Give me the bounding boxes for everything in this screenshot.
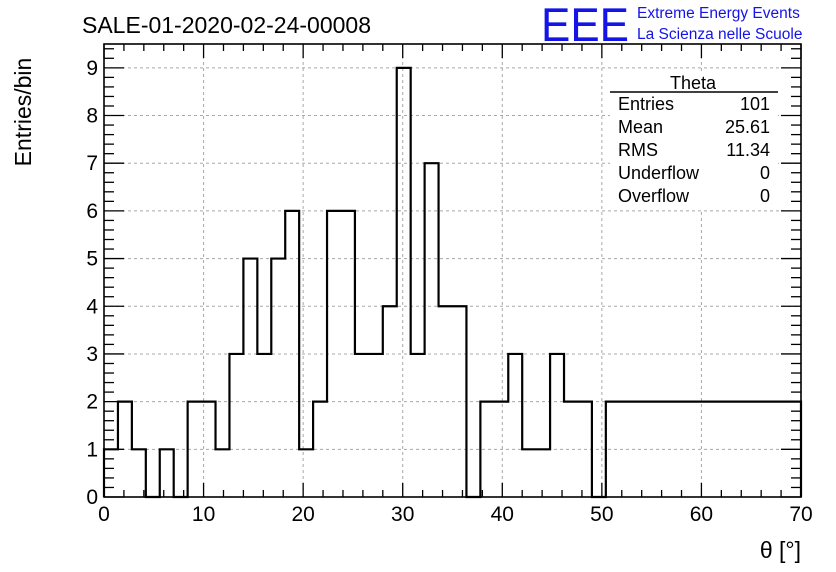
y-tick-label: 8	[86, 105, 98, 128]
histogram-bin	[132, 449, 146, 497]
stats-rms-label: RMS	[618, 140, 658, 160]
stats-underflow-label: Underflow	[618, 163, 700, 183]
y-tick-label: 0	[86, 486, 98, 509]
x-tick-label: 30	[391, 503, 414, 526]
stats-mean-value: 25.61	[725, 117, 770, 137]
histogram-bin	[257, 354, 271, 497]
y-tick-label: 4	[86, 295, 98, 318]
x-tick-label: 40	[491, 503, 514, 526]
histogram-bin	[216, 449, 230, 497]
stats-rms-value: 11.34	[726, 140, 770, 160]
x-tick-label: 70	[789, 503, 812, 526]
stats-entries-label: Entries	[618, 94, 674, 114]
x-tick-label: 20	[291, 503, 314, 526]
histogram-bin	[229, 354, 243, 497]
axis-ticks	[103, 44, 802, 498]
histogram-bin	[425, 163, 439, 497]
stats-box-background	[610, 72, 778, 210]
y-tick-label: 6	[86, 200, 98, 223]
histogram-bin	[369, 354, 383, 497]
x-tick-label: 60	[690, 503, 713, 526]
stats-entries-value: 101	[740, 94, 770, 114]
y-tick-label: 1	[86, 438, 98, 461]
x-tick-label: 0	[98, 503, 110, 526]
stats-mean-label: Mean	[618, 117, 663, 137]
stats-box: Theta Entries 101 Mean 25.61 RMS 11.34 U…	[610, 72, 778, 210]
histogram-bin	[411, 354, 425, 497]
brand-line-1: Extreme Energy Events	[637, 5, 800, 22]
brand-line-2: La Scienza nelle Scuole	[637, 26, 802, 43]
axis-tick-labels: 0 10 20 30 40 50 60 70 0 1 2 3 4 5 6 7 8 9	[86, 57, 812, 526]
run-title: SALE-01-2020-02-24-00008	[82, 12, 371, 38]
eee-logo: EEE Extreme Energy Events La Scienza nel…	[541, 0, 802, 51]
stats-overflow-label: Overflow	[618, 186, 690, 206]
histogram-bin	[271, 259, 285, 497]
y-tick-label: 3	[86, 343, 98, 366]
plot-frame-border	[103, 43, 802, 498]
plot-frame	[103, 43, 802, 498]
histogram-bin	[299, 449, 313, 497]
histogram-bin	[536, 449, 550, 497]
y-axis-label: Entries/bin	[10, 58, 36, 167]
histogram-bin	[160, 449, 174, 497]
stats-underflow-value: 0	[760, 163, 770, 183]
histogram-bin	[104, 449, 118, 497]
histogram-bin	[550, 354, 564, 497]
histogram-bin	[397, 68, 411, 497]
y-tick-label: 9	[86, 57, 98, 80]
stats-overflow-value: 0	[760, 186, 770, 206]
eee-logo-text: EEE	[541, 0, 629, 51]
histogram-bin	[508, 354, 522, 497]
histogram-bin	[243, 259, 257, 497]
x-tick-label: 10	[192, 503, 215, 526]
y-tick-label: 7	[86, 152, 98, 175]
y-tick-label: 2	[86, 391, 98, 414]
histogram-bin	[522, 449, 536, 497]
x-tick-label: 50	[590, 503, 613, 526]
x-axis-label: θ [°]	[760, 537, 801, 563]
y-tick-label: 5	[86, 248, 98, 271]
histogram-bin	[355, 354, 369, 497]
stats-box-title: Theta	[670, 73, 717, 93]
